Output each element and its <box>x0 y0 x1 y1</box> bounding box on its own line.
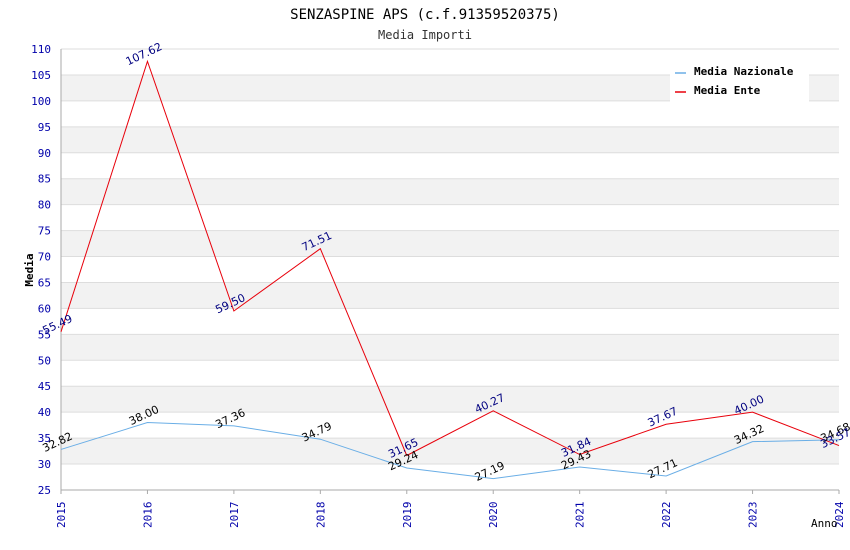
x-tick-label: 2016 <box>141 502 154 529</box>
y-tick-label: 60 <box>38 302 51 315</box>
grid-band <box>61 152 839 179</box>
y-tick-label: 35 <box>38 432 51 445</box>
series-line-0 <box>60 422 840 480</box>
x-tick-labels: 2015 2016 2017 2018 2019 2020 2021 2022 2023 2024 <box>55 501 846 528</box>
y-tick-label: 75 <box>38 225 51 238</box>
x-tick-label: 2022 <box>660 502 673 529</box>
grid-bands <box>61 49 839 490</box>
grid-band <box>61 412 839 439</box>
y-axis-label: Media <box>23 253 36 286</box>
x-tick-label: 2015 <box>55 502 68 529</box>
grid-lines <box>61 48 839 491</box>
y-tick-labels: 25 30 35 40 45 50 55 60 65 70 75 80 85 90 95 100 105 110 <box>31 43 51 497</box>
y-tick-label: 110 <box>31 43 51 56</box>
grid-band <box>61 464 839 490</box>
grid-band <box>61 230 839 257</box>
grid-band <box>61 308 839 335</box>
y-tick-label: 100 <box>31 95 51 108</box>
x-tick-label: 2020 <box>487 502 500 529</box>
y-tick-label: 25 <box>38 484 51 497</box>
grid-band <box>61 282 839 309</box>
y-tick-label: 50 <box>38 354 51 367</box>
grid-band <box>61 100 839 127</box>
grid-band <box>61 126 839 153</box>
grid-band <box>61 360 839 387</box>
chart-subtitle: Media Importi <box>378 28 472 42</box>
x-tick-label: 2018 <box>314 502 327 529</box>
legend-label-nazionale: Media Nazionale <box>694 65 794 78</box>
series-lines <box>60 59 840 480</box>
x-tick-label: 2021 <box>574 502 587 529</box>
x-tick-label: 2017 <box>228 502 241 529</box>
grid-band <box>61 256 839 283</box>
grid-band <box>61 334 839 361</box>
y-tick-label: 40 <box>38 406 51 419</box>
grid-band <box>61 386 839 413</box>
y-tick-label: 45 <box>38 380 51 393</box>
grid-band <box>61 178 839 205</box>
y-tick-label: 65 <box>38 276 51 289</box>
x-tick-label: 2019 <box>401 502 414 529</box>
series-line-1 <box>60 59 840 457</box>
legend: Media Nazionale Media Ente <box>670 58 809 102</box>
grid-band <box>61 438 839 465</box>
x-tick-label: 2023 <box>747 502 760 529</box>
y-tick-label: 90 <box>38 147 51 160</box>
legend-label-ente: Media Ente <box>694 84 761 97</box>
y-tick-label: 85 <box>38 173 51 186</box>
legend-box <box>670 58 809 102</box>
y-tick-label: 55 <box>38 328 51 341</box>
grid-band <box>61 204 839 231</box>
y-tick-label: 70 <box>38 251 51 264</box>
x-tick-label: 2024 <box>833 501 846 528</box>
y-tick-label: 30 <box>38 458 51 471</box>
y-tick-label: 105 <box>31 69 51 82</box>
x-axis-label: Anno <box>811 517 838 530</box>
axes <box>60 49 840 494</box>
y-tick-label: 95 <box>38 121 51 134</box>
chart-title: SENZASPINE APS (c.f.91359520375) <box>290 7 560 23</box>
y-tick-label: 80 <box>38 199 51 212</box>
